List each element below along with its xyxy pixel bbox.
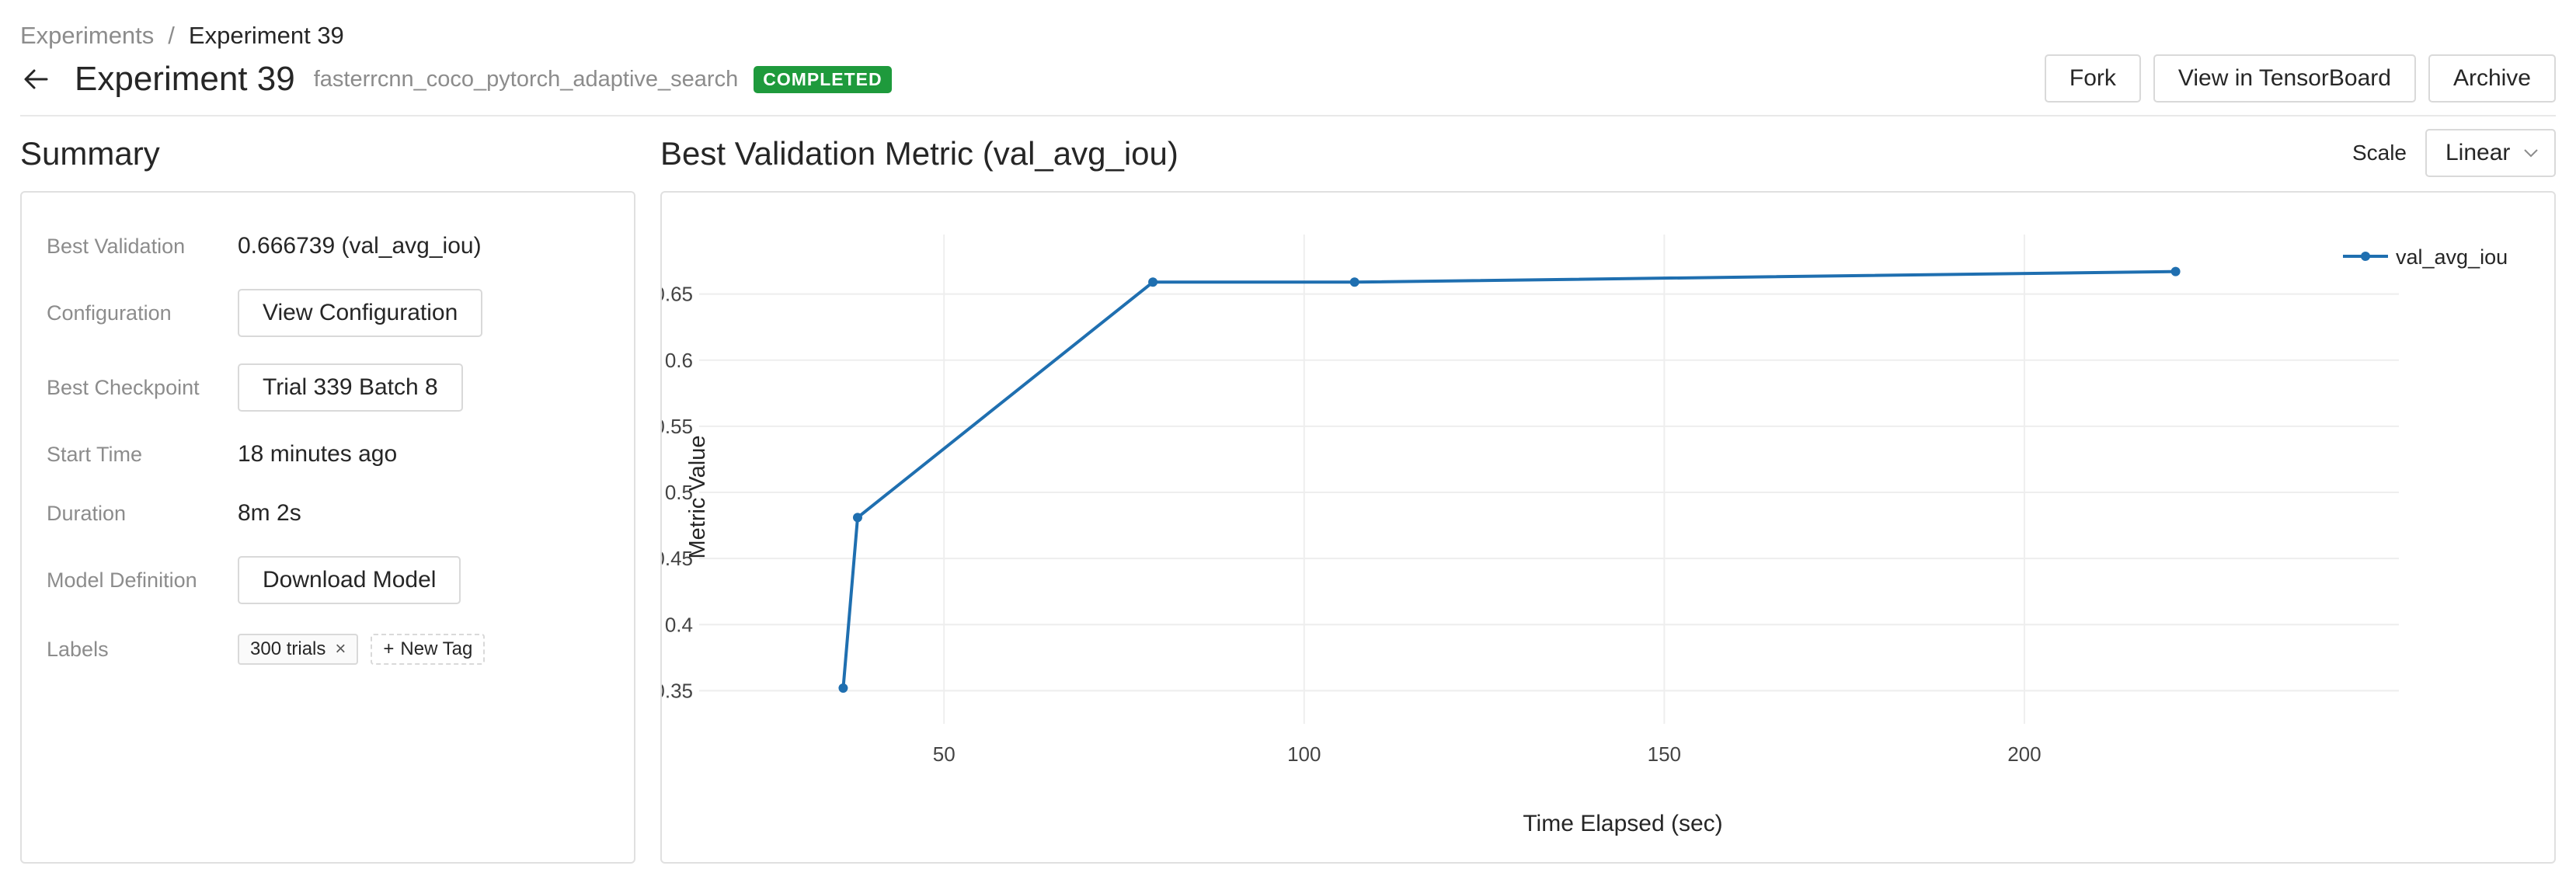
best-checkpoint-label: Best Checkpoint (47, 375, 200, 399)
scale-label: Scale (2351, 141, 2407, 165)
summary-title: Summary (20, 135, 160, 172)
start-time-row: Start Time 18 minutes ago (47, 441, 397, 468)
breadcrumb-separator: / (168, 22, 175, 49)
chart-card: 501001502000.350.40.450.50.550.60.65 Tim… (653, 191, 2556, 864)
scale-select-value: Linear (2445, 140, 2511, 165)
legend-label: val_avg_iou (2396, 245, 2508, 269)
configuration-label: Configuration (47, 301, 172, 325)
new-tag-button[interactable]: + New Tag (371, 634, 486, 665)
y-tick-label: 0.5 (665, 481, 693, 504)
back-button[interactable] (20, 64, 51, 95)
summary-card: Best Validation 0.666739 (val_avg_iou) C… (20, 191, 635, 864)
best-validation-label: Best Validation (47, 234, 186, 258)
new-tag-label: New Tag (400, 638, 473, 659)
page-title: Experiment 39 (75, 60, 295, 98)
best-checkpoint-row: Best Checkpoint Trial 339 Batch 8 (47, 363, 463, 412)
x-tick-label: 200 (2007, 742, 2041, 766)
scale-control: Scale Linear (2352, 129, 2556, 177)
scale-select[interactable]: Linear (2425, 129, 2556, 177)
x-axis-label: Time Elapsed (sec) (1523, 811, 1722, 836)
fork-button[interactable]: Fork (2044, 54, 2141, 103)
data-point (1349, 277, 1359, 287)
y-tick-label: 0.6 (665, 349, 693, 372)
breadcrumb: Experiments / Experiment 39 (20, 22, 344, 50)
close-icon[interactable]: × (335, 638, 346, 659)
duration-label: Duration (47, 501, 127, 525)
duration-value: 8m 2s (238, 500, 301, 526)
model-definition-label: Model Definition (47, 568, 197, 592)
data-point (2170, 266, 2181, 276)
breadcrumb-experiments-link[interactable]: Experiments (20, 22, 155, 49)
breadcrumb-current: Experiment 39 (188, 22, 344, 49)
legend-marker (2361, 252, 2370, 261)
chart-tick-labels: 501001502000.350.40.450.50.550.60.65 (653, 283, 2041, 766)
x-tick-label: 100 (1287, 742, 1321, 766)
experiment-subtitle: fasterrcnn_coco_pytorch_adaptive_search (313, 66, 739, 92)
model-definition-row: Model Definition Download Model (47, 556, 461, 604)
labels-label: Labels (47, 637, 109, 661)
data-point (838, 683, 848, 694)
data-point (1148, 277, 1158, 287)
arrow-left-icon (24, 69, 48, 89)
plus-icon: + (383, 638, 395, 659)
view-configuration-button[interactable]: View Configuration (238, 289, 483, 337)
chart-grid (699, 235, 2399, 724)
header-divider (20, 115, 2556, 116)
best-checkpoint-button[interactable]: Trial 339 Batch 8 (238, 363, 463, 412)
y-tick-label: 0.65 (662, 283, 693, 306)
x-tick-label: 50 (933, 742, 956, 766)
title-bar: Experiment 39 fasterrcnn_coco_pytorch_ad… (20, 59, 892, 99)
series-line (841, 269, 2176, 689)
download-model-button[interactable]: Download Model (238, 556, 461, 604)
chart-series (838, 266, 2181, 694)
metric-chart: 501001502000.350.40.450.50.550.60.65 Tim… (653, 235, 2508, 836)
y-tick-label: 0.35 (662, 679, 693, 702)
y-axis-label: Metric Value (685, 435, 710, 558)
start-time-value: 18 minutes ago (238, 441, 398, 467)
y-tick-label: 0.55 (662, 415, 693, 438)
tag: 300 trials × (238, 634, 359, 665)
duration-row: Duration 8m 2s (47, 500, 301, 527)
configuration-row: Configuration View Configuration (47, 289, 483, 337)
chart-legend: val_avg_iou (2343, 245, 2508, 269)
best-validation-value: 0.666739 (val_avg_iou) (238, 233, 482, 259)
tag-list: 300 trials × + New Tag (238, 634, 486, 665)
y-tick-label: 0.4 (665, 613, 693, 636)
x-tick-label: 150 (1648, 742, 1681, 766)
view-tensorboard-button[interactable]: View in TensorBoard (2153, 54, 2416, 103)
best-validation-row: Best Validation 0.666739 (val_avg_iou) (47, 233, 482, 259)
start-time-label: Start Time (47, 442, 143, 466)
chart-title: Best Validation Metric (val_avg_iou) (660, 135, 1178, 172)
header-actions: Fork View in TensorBoard Archive (2044, 54, 2556, 103)
status-badge: COMPLETED (754, 65, 892, 93)
labels-row: Labels 300 trials × + New Tag (47, 634, 486, 665)
tag-label: 300 trials (250, 638, 326, 659)
data-point (852, 513, 862, 523)
archive-button[interactable]: Archive (2428, 54, 2556, 103)
chevron-down-icon (2524, 149, 2538, 158)
